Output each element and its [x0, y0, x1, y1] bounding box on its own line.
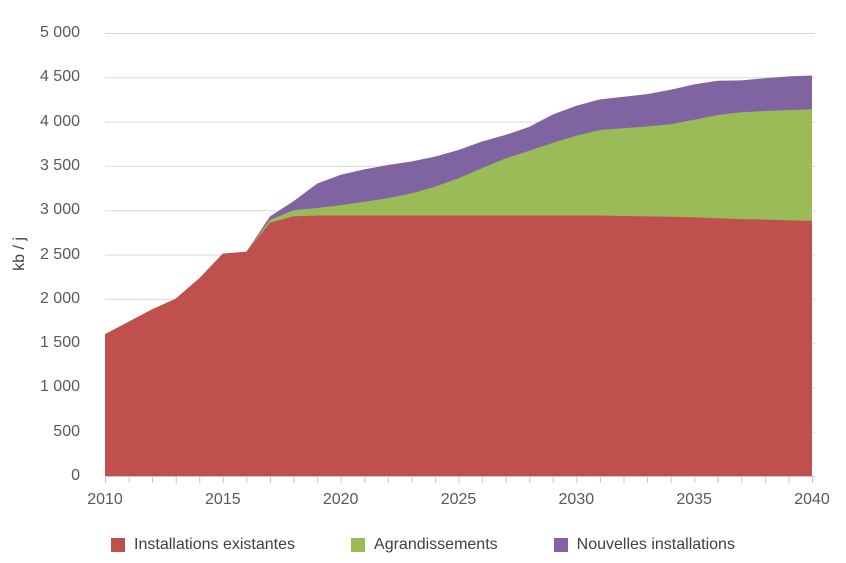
legend-item-agrandissements: Agrandissements: [351, 536, 498, 554]
legend-label: Agrandissements: [374, 536, 498, 553]
y-tick-label-4000: 4 000: [39, 112, 80, 130]
y-tick-label-0: 0: [71, 467, 80, 484]
x-tick-label-2020: 2020: [322, 491, 359, 508]
x-tick-label-2040: 2040: [794, 491, 830, 508]
y-tick-label-3000: 3 000: [39, 201, 80, 219]
x-tick-label-2025: 2025: [440, 491, 477, 508]
y-tick-label-3500: 3 500: [39, 156, 80, 174]
area-series-group: [105, 75, 812, 476]
x-tick-label-2035: 2035: [676, 491, 712, 508]
y-tick-label-1500: 1 500: [39, 334, 80, 352]
y-tick-label-5000: 5 000: [39, 24, 80, 41]
legend-item-nouvelles-installations: Nouvelles installations: [553, 536, 735, 554]
legend-swatch-agrandissements: [351, 538, 366, 552]
y-tick-label-4500: 4 500: [39, 68, 80, 86]
legend-label: Nouvelles installations: [576, 536, 735, 553]
x-tick-label-2015: 2015: [205, 491, 241, 508]
y-tick-label-2500: 2 500: [39, 245, 80, 263]
area-installations-existantes: [105, 215, 812, 476]
x-tick-label-2010: 2010: [87, 491, 123, 508]
legend-item-installations-existantes: Installations existantes: [111, 536, 295, 554]
y-tick-label-2000: 2 000: [39, 289, 80, 307]
axis-lines-and-ticks: [105, 476, 815, 483]
legend-label: Installations existantes: [134, 536, 296, 553]
x-tick-label-2030: 2030: [558, 491, 595, 508]
chart-legend: Installations existantes Agrandissements N…: [0, 536, 846, 554]
legend-swatch-installations-existantes: [111, 538, 126, 552]
y-tick-label-500: 500: [53, 422, 80, 440]
y-axis-title: kb / j: [11, 237, 28, 271]
y-tick-label-1000: 1 000: [39, 378, 80, 396]
legend-swatch-nouvelles-installations: [553, 538, 568, 552]
